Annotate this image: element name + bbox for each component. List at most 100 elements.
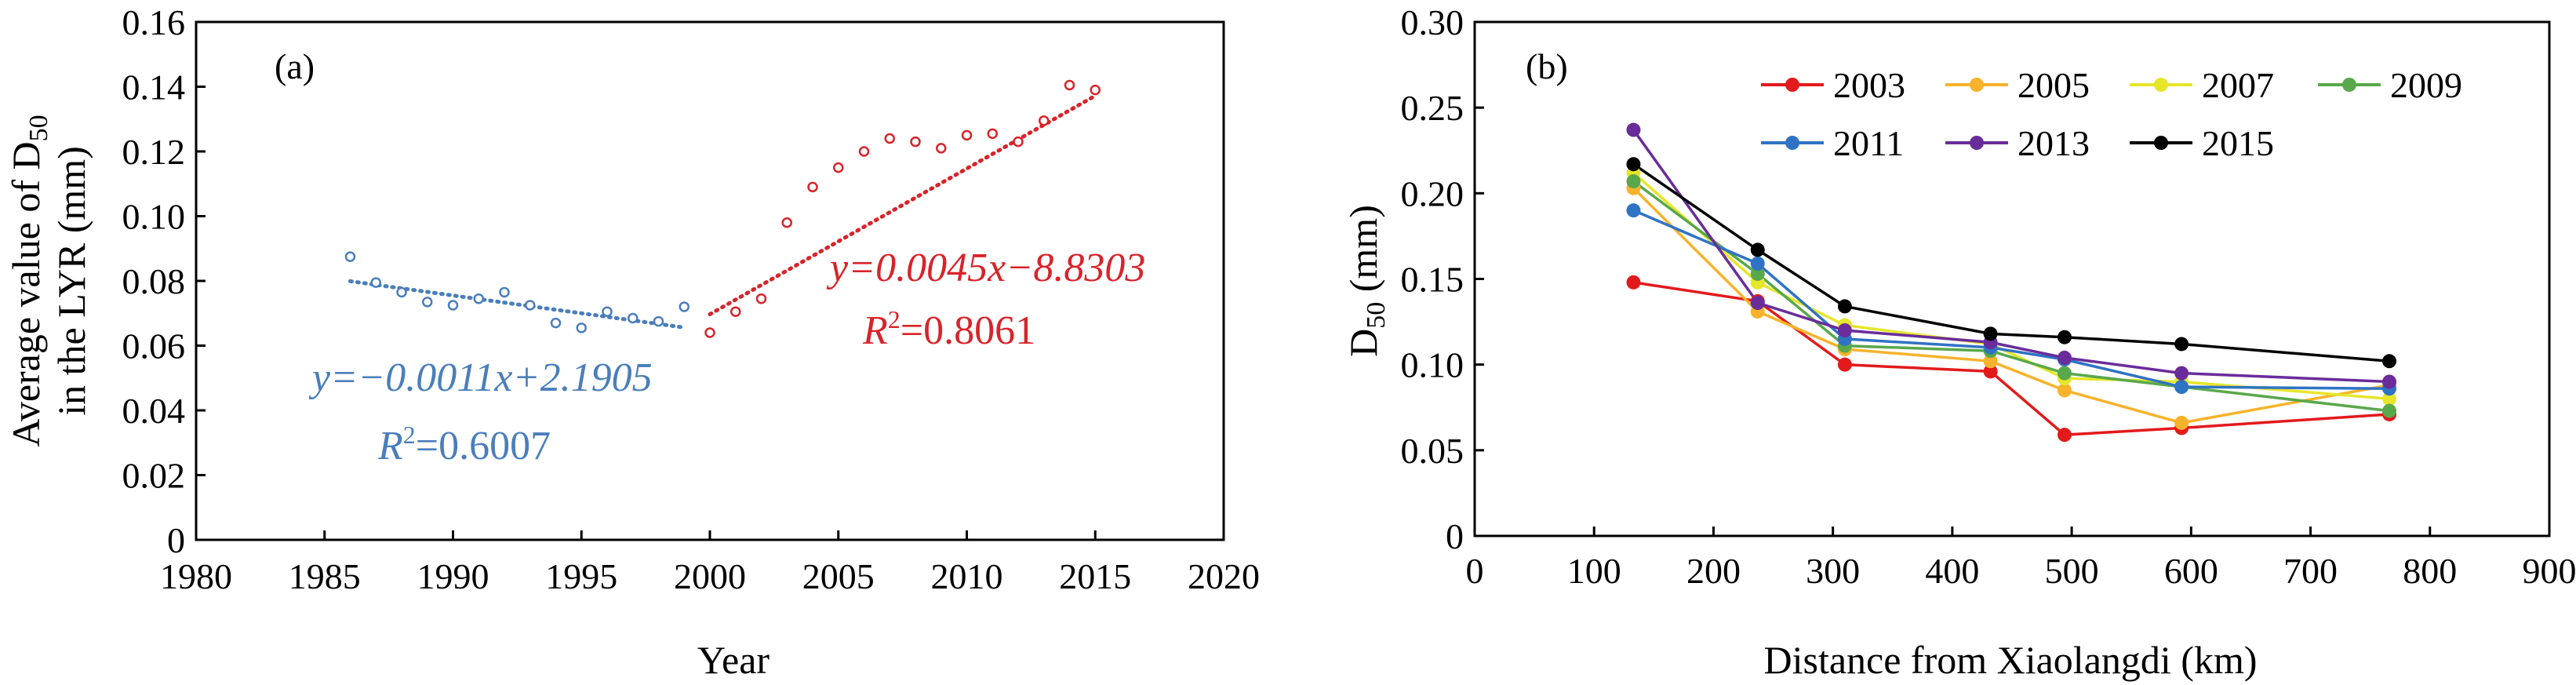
point-2003: [2057, 428, 2072, 443]
panel-a-x-tick-label: 1980: [160, 556, 232, 596]
point-2011: [1750, 256, 1765, 271]
point-2009: [1750, 266, 1765, 281]
panel-a-x-tick-label: 2015: [1059, 556, 1131, 596]
point-2015: [1750, 242, 1765, 257]
red-r2-symbol: R: [862, 308, 888, 353]
legend-swatch-marker-2009: [2342, 78, 2356, 92]
panel-a-y-axis-title-line1: Average value of D50: [4, 115, 53, 446]
panel-a-point: [525, 300, 536, 311]
panel-a-y-axis-title-text: Average value of D: [4, 141, 48, 446]
point-2009: [2382, 403, 2397, 418]
legend-swatch-marker-2007: [2154, 78, 2168, 92]
panel-b-x-tick-label: 700: [2283, 551, 2338, 591]
panel-a-point: [781, 217, 792, 228]
panel-b-x-axis-title: Distance from Xiaolangdi (km): [1764, 638, 2258, 682]
point-2013: [2174, 366, 2189, 381]
point-2003: [1626, 275, 1641, 290]
legend-label-2013: 2013: [2018, 123, 2090, 163]
panel-b-y-tick-label: 0.25: [1401, 88, 1464, 128]
panel-b-y-tick-label: 0.15: [1401, 260, 1464, 300]
panel-b-y-tick-label: 0.30: [1401, 2, 1464, 42]
red-fit-r2: R2=0.8061: [862, 305, 1035, 353]
panel-a-y-tick-label: 0.06: [122, 326, 186, 366]
panel-a-tick-group: 1980 1985 1990 1995 2000 2005 2010 2015 2020 0 0.0…: [122, 2, 1261, 596]
panel-a-x-tick-label: 2010: [931, 556, 1003, 596]
panel-a-chart: 1980 1985 1990 1995 2000 2005 2010 2015 2020 0 0.0…: [4, 2, 1260, 682]
panel-a-y-tick-label: 0.04: [122, 391, 186, 431]
panel-a-point: [679, 301, 689, 312]
panel-a-point: [833, 162, 844, 173]
panel-a-point: [422, 297, 433, 308]
point-2015: [1983, 326, 1998, 341]
legend-label-2005: 2005: [2018, 65, 2090, 105]
blue-fit-r2: R2=0.6007: [377, 421, 551, 468]
panel-a-x-axis-title: Year: [697, 638, 770, 682]
point-2005: [2057, 383, 2072, 398]
panel-a-marks: [344, 79, 1101, 338]
panel-a-point: [807, 181, 818, 193]
legend-label-2015: 2015: [2202, 123, 2274, 163]
panel-a-x-tick-label: 1985: [289, 556, 361, 596]
point-2005: [1983, 354, 1998, 369]
point-2015: [2174, 337, 2189, 352]
panel-b-y-tick-label: 0.10: [1401, 345, 1464, 385]
panel-b-y-axis-main: D: [1341, 329, 1385, 357]
panel-b-marks: [1626, 122, 2397, 443]
panel-a-point: [1013, 136, 1024, 148]
panel-b-y-axis-unit: (mm): [1341, 205, 1385, 302]
legend-swatch-marker-2015: [2154, 136, 2168, 150]
point-2003: [1837, 357, 1852, 372]
point-2013: [1626, 122, 1641, 137]
panel-b-y-axis-title: D50 (mm): [1341, 205, 1391, 357]
point-2013: [1750, 296, 1765, 311]
series-line-2013: [1632, 129, 2390, 384]
panel-a-y-tick-label: 0: [167, 520, 185, 560]
panel-b-x-tick-label: 400: [1925, 551, 1979, 591]
panel-a-label: (a): [275, 46, 315, 86]
blue-r2-value: =0.6007: [416, 424, 551, 468]
panel-b-x-tick-label: 900: [2523, 551, 2576, 591]
panel-b-chart: 0 100 200 300 400 500 600 700 800 900 0 0.05 0.10 0.1…: [1341, 2, 2576, 682]
red-r2-value: =0.8061: [901, 308, 1035, 353]
panel-b-y-axis-subscript: 50: [1362, 302, 1391, 329]
panel-a-point: [499, 286, 510, 298]
panel-a-y-tick-label: 0.10: [122, 197, 186, 237]
panel-a-point: [730, 306, 741, 317]
red-r2-superscript: 2: [888, 305, 901, 333]
panel-a-point: [602, 306, 613, 317]
panel-a-y-axis-title-line2: in the LYR (mm): [49, 146, 93, 416]
panel-b-x-tick-label: 800: [2403, 551, 2457, 591]
panel-a-point: [473, 293, 484, 304]
panel-b-x-tick-label: 0: [1466, 551, 1484, 591]
blue-r2-superscript: 2: [403, 421, 416, 449]
point-2011: [1626, 203, 1641, 218]
point-2011: [2174, 380, 2189, 395]
panel-b-x-tick-label: 200: [1686, 551, 1741, 591]
panel-a-x-tick-label: 2005: [802, 556, 875, 596]
panel-a-point: [987, 128, 998, 140]
panel-b-legend: 2003 2005 2007 2009 2011 2013 2015: [1761, 65, 2462, 163]
point-2003: [1983, 364, 1998, 379]
point-2013: [2057, 350, 2072, 365]
point-2013: [1837, 323, 1852, 337]
point-2005: [2174, 415, 2189, 430]
panel-a-point: [550, 317, 562, 329]
panel-b-x-tick-label: 100: [1567, 551, 1621, 591]
panel-b-y-tick-label: 0: [1446, 516, 1464, 556]
panel-a-point: [396, 286, 407, 298]
panel-a-point: [370, 277, 381, 288]
panel-b-x-tick-label: 300: [1806, 551, 1860, 591]
point-2013: [2382, 374, 2397, 389]
point-2015: [1837, 299, 1852, 314]
panel-a-point: [447, 300, 459, 311]
panel-a-point: [704, 327, 715, 338]
panel-a-x-tick-label: 1995: [545, 556, 617, 596]
panel-a-point: [344, 251, 356, 262]
series-line-2015: [1632, 162, 2390, 363]
panel-a-point: [628, 312, 639, 324]
panel-a-y-tick-label: 0.14: [122, 67, 186, 107]
panel-a-point: [755, 293, 767, 304]
panel-a-point: [936, 143, 947, 154]
panel-b-x-tick-label: 500: [2045, 551, 2099, 591]
panel-b-x-tick-label: 600: [2164, 551, 2218, 591]
